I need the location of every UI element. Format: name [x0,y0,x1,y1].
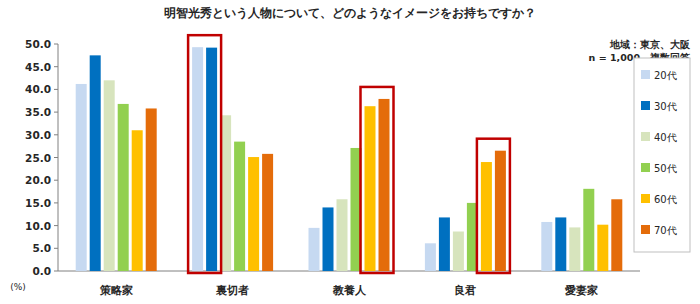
x-tick-label: 裏切者 [215,284,249,297]
legend-swatch [641,225,650,234]
bar [118,104,129,271]
x-tick-label: 良君 [454,284,476,297]
bar [439,217,450,271]
bar [365,106,376,271]
y-tick [54,248,58,249]
legend-swatch [641,70,650,79]
highlight-box [361,87,394,273]
bar [132,130,143,271]
y-tick-label: 35.0 [25,106,51,118]
legend-label: 40代 [654,132,677,143]
legend-swatch [641,132,650,141]
bar [611,199,622,271]
y-tick [54,112,58,113]
y-tick [54,89,58,90]
legend-box [634,58,690,252]
y-tick-label: 40.0 [25,83,51,95]
legend-label: 20代 [654,70,677,81]
y-tick-label: 15.0 [25,197,51,209]
legend-label: 30代 [654,101,677,112]
bar [262,154,273,271]
legend-label: 70代 [654,225,677,236]
y-tick-label: 20.0 [25,174,51,186]
legend-swatch [641,101,650,110]
y-tick-label: 10.0 [25,220,51,232]
bar [597,225,608,271]
y-tick-label: 0.0 [32,265,51,277]
y-tick [54,134,58,135]
bar [309,228,320,271]
chart-title: 明智光秀という人物について、どのようなイメージをお持ちですか？ [164,6,536,20]
y-axis-label: (%) [10,282,26,292]
bar [337,199,348,271]
chart-svg: 明智光秀という人物について、どのようなイメージをお持ちですか？地域：東京、大阪n… [0,0,700,304]
y-tick [54,157,58,158]
y-tick [54,180,58,181]
y-tick [54,44,58,45]
bar [555,217,566,271]
bar [90,55,101,271]
x-tick-label: 策略家 [99,284,133,297]
y-tick [54,271,58,272]
y-tick-label: 50.0 [25,38,51,50]
y-axis [58,44,59,271]
legend-label: 50代 [654,163,677,174]
y-tick [54,66,58,67]
legend-swatch [641,194,650,203]
bar [495,151,506,271]
bar [146,108,157,271]
y-tick-label: 45.0 [25,61,51,73]
legend-label: 60代 [654,194,677,205]
bar [569,227,580,271]
bar [541,222,552,271]
bar [104,80,115,271]
bar [583,189,594,271]
y-tick [54,225,58,226]
bar [192,47,203,271]
chart-container: 明智光秀という人物について、どのようなイメージをお持ちですか？地域：東京、大阪n… [0,0,700,304]
bar [481,162,492,271]
bar [425,243,436,271]
bar [206,48,217,271]
y-tick-label: 5.0 [32,242,51,254]
bar [323,207,334,271]
y-tick-label: 30.0 [25,129,51,141]
bar [453,232,464,271]
bar [234,142,245,271]
y-tick [54,202,58,203]
legend-swatch [641,163,650,172]
bars [76,47,623,271]
y-tick-label: 25.0 [25,152,51,164]
x-axis [58,271,640,272]
annotation: 地域：東京、大阪 [609,39,691,50]
bar [76,84,87,271]
bar [248,157,259,271]
highlight-box [188,35,221,273]
bar [379,99,390,271]
highlight-box [477,139,510,273]
x-tick-label: 愛妻家 [565,284,598,297]
x-tick-label: 教養人 [332,284,367,297]
